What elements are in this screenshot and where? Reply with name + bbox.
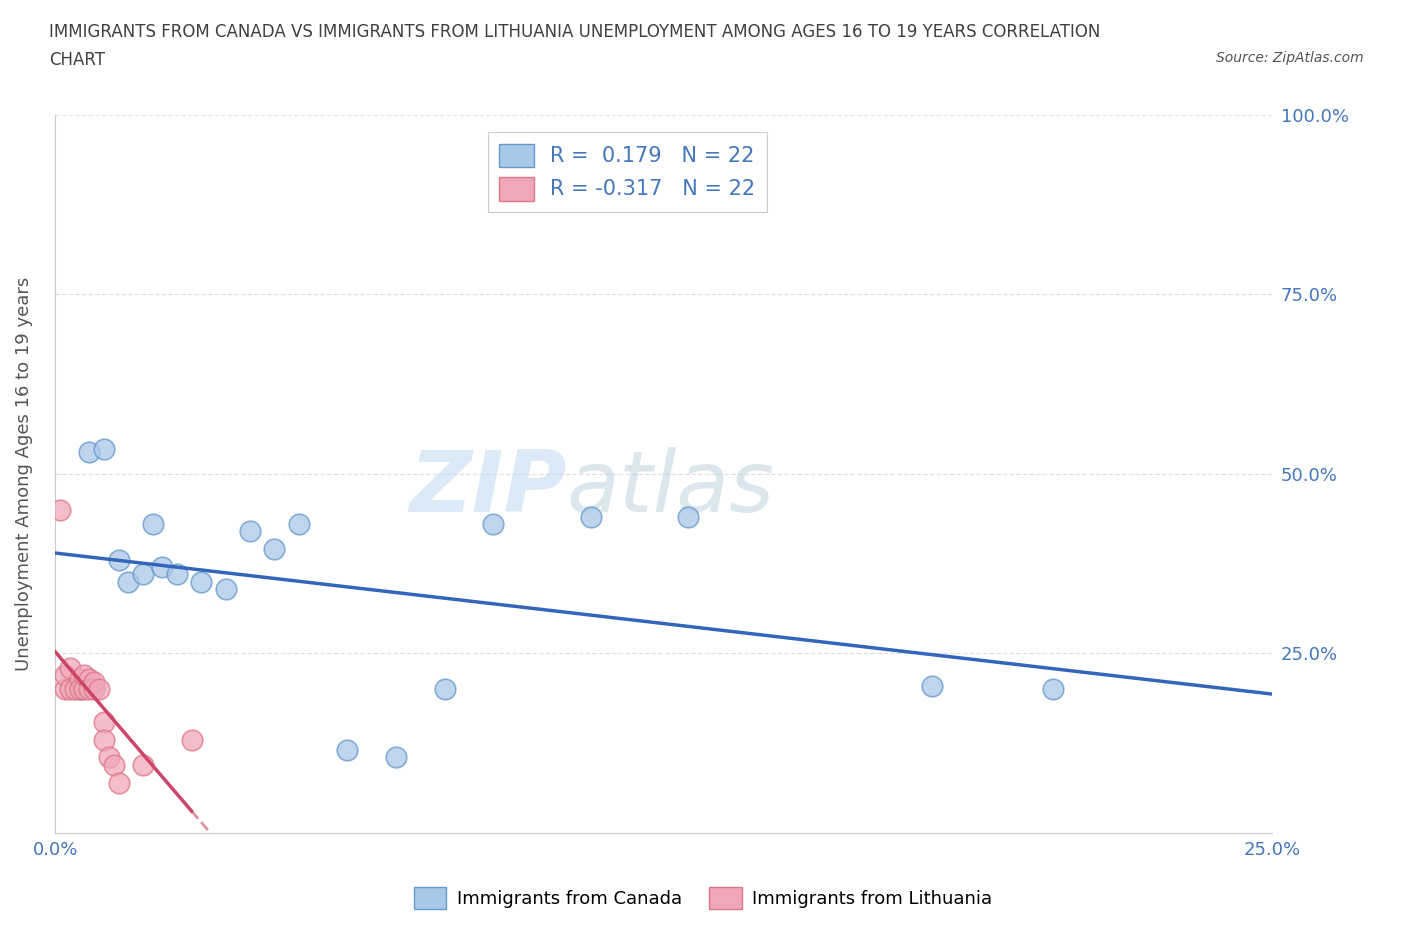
- Point: [180, 732, 202, 747]
- Text: IMMIGRANTS FROM CANADA VS IMMIGRANTS FROM LITHUANIA UNEMPLOYMENT AMONG AGES 16 T: IMMIGRANTS FROM CANADA VS IMMIGRANTS FRO…: [49, 23, 1101, 41]
- Point: [69, 682, 91, 697]
- Point: [107, 552, 129, 567]
- Point: [59, 660, 82, 675]
- Point: [336, 743, 359, 758]
- Legend: Immigrants from Canada, Immigrants from Lithuania: Immigrants from Canada, Immigrants from …: [406, 880, 1000, 916]
- Point: [239, 524, 262, 538]
- Point: [63, 682, 86, 697]
- Point: [166, 567, 188, 582]
- Point: [87, 682, 110, 697]
- Text: CHART: CHART: [49, 51, 105, 69]
- Point: [83, 682, 105, 697]
- Point: [53, 668, 76, 683]
- Point: [1042, 682, 1064, 697]
- Text: Source: ZipAtlas.com: Source: ZipAtlas.com: [1216, 51, 1364, 65]
- Point: [287, 517, 309, 532]
- Text: atlas: atlas: [567, 446, 775, 530]
- Point: [482, 517, 505, 532]
- Point: [83, 674, 105, 689]
- Point: [117, 574, 139, 589]
- Point: [190, 574, 212, 589]
- Point: [69, 682, 91, 697]
- Point: [103, 757, 125, 772]
- Point: [385, 751, 408, 765]
- Point: [676, 510, 699, 525]
- Point: [107, 776, 129, 790]
- Point: [79, 682, 101, 697]
- Text: ZIP: ZIP: [409, 446, 567, 530]
- Point: [97, 751, 120, 765]
- Point: [73, 668, 96, 683]
- Point: [214, 581, 236, 596]
- Point: [132, 757, 155, 772]
- Point: [132, 567, 155, 582]
- Point: [49, 502, 72, 517]
- Point: [73, 682, 96, 697]
- Y-axis label: Unemployment Among Ages 16 to 19 years: Unemployment Among Ages 16 to 19 years: [15, 277, 32, 671]
- Point: [93, 732, 115, 747]
- Legend: R =  0.179   N = 22, R = -0.317   N = 22: R = 0.179 N = 22, R = -0.317 N = 22: [488, 132, 766, 212]
- Point: [79, 671, 101, 686]
- Point: [59, 682, 82, 697]
- Point: [579, 510, 602, 525]
- Point: [150, 560, 173, 575]
- Point: [93, 714, 115, 729]
- Point: [69, 671, 91, 686]
- Point: [79, 445, 101, 459]
- Point: [142, 517, 165, 532]
- Point: [93, 442, 115, 457]
- Point: [921, 678, 943, 693]
- Point: [263, 542, 285, 557]
- Point: [433, 682, 456, 697]
- Point: [53, 682, 76, 697]
